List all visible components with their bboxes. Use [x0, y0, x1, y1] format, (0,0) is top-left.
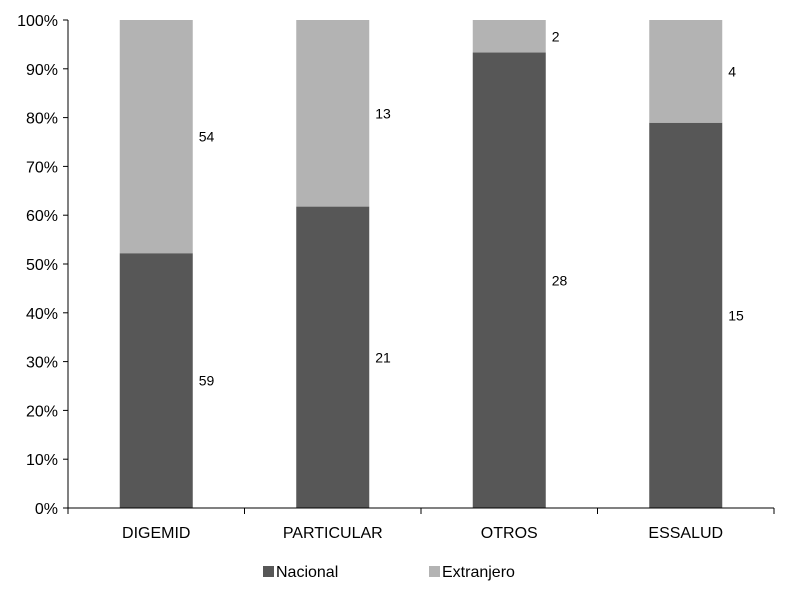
y-tick-label: 60%: [26, 208, 58, 225]
legend-label-extranjero: Extranjero: [442, 564, 515, 581]
bar-extranjero-digemid: [119, 20, 193, 254]
y-tick-label: 50%: [26, 257, 58, 274]
data-label-extranjero-essalud: 4: [728, 63, 736, 79]
x-tick-label-digemid: DIGEMID: [122, 525, 190, 542]
y-tick-label: 100%: [17, 13, 58, 30]
y-tick-label: 20%: [26, 403, 58, 420]
bar-nacional-essalud: [649, 122, 723, 508]
data-label-extranjero-particular: 13: [375, 105, 391, 121]
data-labels-layer: 59 54 21 13 28 2 15 4: [199, 28, 744, 388]
data-label-nacional-otros: 28: [552, 272, 568, 288]
y-tick-label: 70%: [26, 159, 58, 176]
y-tick-label: 10%: [26, 452, 58, 469]
x-tick-label-particular: PARTICULAR: [283, 525, 383, 542]
data-label-nacional-digemid: 59: [199, 373, 215, 389]
axes-layer: DIGEMID PARTICULAR OTROS ESSALUD 0% 10% 20% 30%…: [17, 13, 775, 542]
bar-extranjero-essalud: [649, 20, 723, 123]
bar-extranjero-otros: [472, 20, 546, 53]
y-tick-label: 40%: [26, 306, 58, 323]
legend-swatch-nacional: [263, 566, 274, 577]
data-label-nacional-essalud: 15: [728, 307, 744, 323]
data-label-nacional-particular: 21: [375, 349, 391, 365]
bar-nacional-otros: [472, 52, 546, 509]
y-tick-label: 30%: [26, 355, 58, 372]
x-tick-label-otros: OTROS: [481, 525, 538, 542]
bar-nacional-digemid: [119, 253, 193, 508]
data-label-extranjero-digemid: 54: [199, 129, 215, 145]
data-label-extranjero-otros: 2: [552, 28, 560, 44]
legend-swatch-extranjero: [429, 566, 440, 577]
legend-label-nacional: Nacional: [276, 564, 338, 581]
x-tick-label-essalud: ESSALUD: [648, 525, 723, 542]
bars-layer: [119, 20, 723, 509]
y-tick-label: 90%: [26, 62, 58, 79]
y-tick-label: 0%: [35, 501, 58, 518]
legend: Nacional Extranjero: [263, 564, 515, 581]
bar-nacional-particular: [296, 206, 370, 508]
y-tick-label: 80%: [26, 111, 58, 128]
bar-extranjero-particular: [296, 20, 370, 207]
